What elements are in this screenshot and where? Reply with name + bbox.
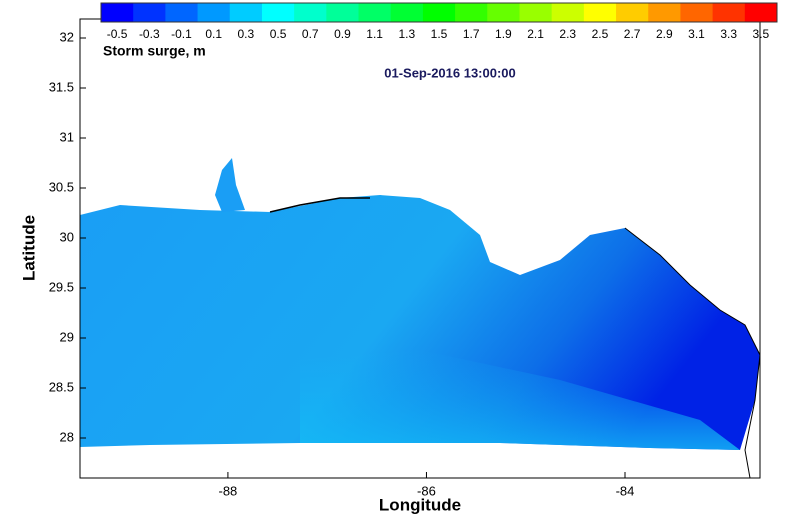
colorbar-tick-label: -0.1 — [171, 27, 192, 41]
x-tick-label: -84 — [616, 483, 635, 498]
colorbar-tick-label: 1.7 — [463, 27, 480, 41]
colorbar-cell — [680, 3, 714, 22]
colorbar-tick-label: 2.9 — [656, 27, 673, 41]
colorbar-tick-label: 2.1 — [527, 27, 544, 41]
colorbar-cell — [487, 3, 520, 22]
y-axis-label: Latitude — [19, 215, 38, 281]
colorbar-cell — [744, 3, 778, 22]
y-tick-label: 32 — [60, 29, 74, 44]
colorbar-tick-label: 2.5 — [592, 27, 609, 41]
colorbar-cell — [229, 3, 263, 22]
colorbar-tick-label: 2.7 — [624, 27, 641, 41]
colorbar-cell — [197, 3, 231, 22]
colorbar-cell — [583, 3, 617, 22]
colorbar-cell — [165, 3, 199, 22]
colorbar-cell — [133, 3, 166, 22]
water-area — [80, 195, 760, 450]
colorbar-label: Storm surge, m — [103, 43, 206, 59]
y-tick-label: 29.5 — [49, 279, 74, 294]
coastline — [269, 197, 370, 213]
colorbar-cell — [422, 3, 456, 22]
colorbar-tick-label: 0.5 — [270, 27, 287, 41]
x-axis-label: Longitude — [379, 495, 461, 514]
colorbar-cell — [455, 3, 488, 22]
colorbar-cell — [712, 3, 746, 22]
colorbar-tick-label: 0.3 — [238, 27, 255, 41]
colorbar-tick-label: 3.1 — [688, 27, 705, 41]
colorbar-cell — [519, 3, 553, 22]
colorbar-tick-label: 0.9 — [334, 27, 351, 41]
colorbar-tick-label: 1.1 — [366, 27, 383, 41]
colorbar-cell — [358, 3, 392, 22]
colorbar-cell — [101, 3, 134, 22]
colorbar-tick-label: 3.5 — [753, 27, 770, 41]
colorbar-tick-label: 2.3 — [559, 27, 576, 41]
colorbar-cell — [551, 3, 585, 22]
y-tick-label: 31.5 — [49, 79, 74, 94]
colorbar-cell — [261, 3, 295, 22]
x-tick-label: -88 — [219, 483, 238, 498]
x-tick-label: -86 — [417, 483, 436, 498]
colorbar-tick-label: 1.3 — [398, 27, 415, 41]
y-tick-label: 31 — [60, 129, 74, 144]
y-tick-label: 29 — [60, 329, 74, 344]
colorbar-cell — [294, 3, 327, 22]
colorbar-tick-label: -0.3 — [139, 27, 160, 41]
y-tick-label: 28.5 — [49, 379, 74, 394]
y-tick-label: 30.5 — [49, 179, 74, 194]
surge-field — [80, 158, 761, 479]
colorbar-tick-label: 3.3 — [720, 27, 737, 41]
colorbar-tick-label: 0.7 — [302, 27, 319, 41]
y-tick-label: 30 — [60, 229, 74, 244]
shallow-band — [300, 350, 740, 450]
y-tick-label: 28 — [60, 429, 74, 444]
colorbar-cell — [326, 3, 360, 22]
colorbar-tick-label: 1.5 — [431, 27, 448, 41]
bay — [215, 158, 245, 212]
colorbar-tick-label: -0.5 — [107, 27, 128, 41]
colorbar-tick-label: 1.9 — [495, 27, 512, 41]
colorbar-tick-label: 0.1 — [205, 27, 222, 41]
coastline — [624, 227, 761, 479]
timestamp: 01-Sep-2016 13:00:00 — [384, 65, 516, 80]
colorbar-cell — [648, 3, 681, 22]
colorbar-cell — [390, 3, 424, 22]
colorbar-cell — [616, 3, 649, 22]
colorbar-frame — [100, 2, 778, 23]
